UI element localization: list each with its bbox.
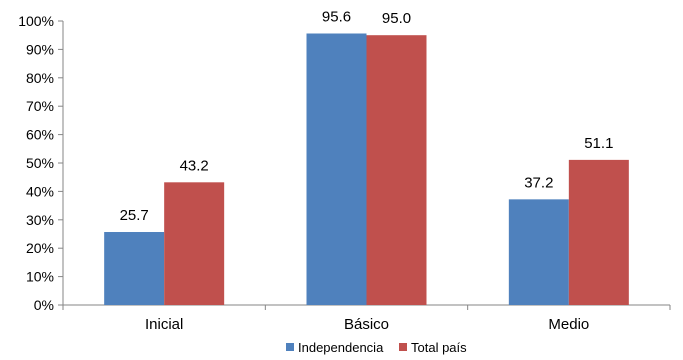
y-tick-label: 10% <box>26 269 54 285</box>
bar-total-país <box>164 182 225 305</box>
data-label: 95.6 <box>322 8 351 25</box>
y-tick-label: 30% <box>26 212 54 228</box>
y-tick-label: 40% <box>26 183 54 199</box>
y-tick-label: 20% <box>26 240 54 256</box>
y-tick-label: 100% <box>18 13 54 29</box>
data-label: 95.0 <box>382 10 411 27</box>
bar-independencia <box>104 232 165 305</box>
legend-label: Total país <box>411 340 467 355</box>
bar-independencia <box>508 199 569 305</box>
x-category-label: Medio <box>548 316 589 333</box>
x-category-label: Básico <box>344 316 389 333</box>
y-tick-label: 90% <box>26 41 54 57</box>
legend-label: Independencia <box>298 340 384 355</box>
x-category-label: Inicial <box>145 316 183 333</box>
y-tick-label: 60% <box>26 127 54 143</box>
x-axis: Inicial Básico Medio <box>62 304 671 333</box>
data-label: 37.2 <box>524 174 553 191</box>
y-tick-label: 70% <box>26 98 54 114</box>
data-label: 25.7 <box>120 207 149 224</box>
y-tick-label: 80% <box>26 70 54 86</box>
legend-swatch <box>399 343 407 351</box>
y-tick-label: 0% <box>34 297 54 313</box>
data-label: 43.2 <box>180 157 209 174</box>
legend: Independencia Total país <box>286 340 467 355</box>
bars <box>104 33 629 305</box>
data-label: 51.1 <box>584 135 613 152</box>
y-axis: 0% 10% 20% 30% 40% 50% 60% 70% 80% 90% 100% <box>18 13 64 313</box>
bar-independencia <box>306 33 367 305</box>
legend-swatch <box>286 343 294 351</box>
data-labels: 25.7 43.2 95.6 95.0 37.2 51.1 <box>120 8 614 224</box>
bar-total-país <box>366 35 427 305</box>
bar-total-país <box>568 159 629 305</box>
y-tick-label: 50% <box>26 155 54 171</box>
